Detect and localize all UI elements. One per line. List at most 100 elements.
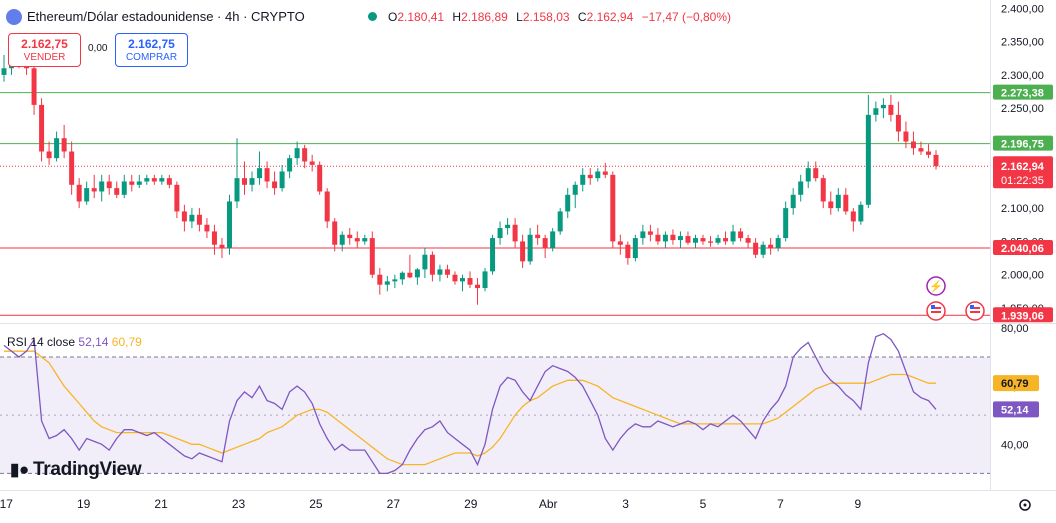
buy-button[interactable]: 2.162,75 COMPRAR — [115, 33, 188, 67]
sell-button[interactable]: 2.162,75 VENDER — [8, 33, 81, 67]
candle-body — [820, 178, 826, 202]
candle-body — [677, 236, 683, 241]
time-tick-label: 3 — [622, 497, 629, 511]
candle-body — [181, 211, 187, 222]
candle-body — [144, 178, 150, 182]
candle-body — [324, 191, 330, 222]
candle-body — [647, 231, 653, 235]
rsi-tick-label: 40,00 — [1001, 439, 1029, 451]
symbol-header: Ethereum/Dólar estadounidense · 4h · CRY… — [0, 0, 990, 34]
time-tick-label: 23 — [232, 497, 246, 511]
ohlc-close-key: C — [577, 10, 587, 24]
candle-body — [459, 278, 465, 282]
candle-body — [662, 234, 668, 242]
tradingview-logo[interactable]: ▮● TradingView — [10, 459, 142, 481]
candle-body — [700, 238, 706, 242]
candle-body — [918, 148, 924, 152]
candle-body — [31, 68, 37, 105]
candle-body — [136, 181, 142, 185]
candles — [1, 44, 939, 305]
candle-body — [858, 204, 864, 222]
time-tick-label: 9 — [854, 497, 861, 511]
candle-body — [302, 148, 308, 162]
candle-body — [738, 231, 744, 239]
rsi-legend-ma-value: 60,79 — [111, 335, 142, 349]
candle-body — [888, 104, 894, 115]
lightning-event-glyph: ⚡ — [929, 280, 943, 293]
candle-body — [151, 178, 157, 182]
candle-body — [347, 234, 353, 239]
flag-canton — [931, 305, 935, 309]
rsi-ma-value-label-bg — [993, 375, 1039, 392]
candle-body — [121, 181, 127, 195]
candle-body — [204, 224, 210, 232]
candle-body — [640, 231, 646, 239]
candle-body — [745, 238, 751, 243]
candle-body — [933, 154, 939, 167]
price-tick-label: 2.400,00 — [1001, 3, 1044, 15]
time-tick-label: 21 — [154, 497, 168, 511]
candle-body — [535, 234, 541, 239]
rsi-legend[interactable]: RSI 14 close 52,14 60,79 — [7, 335, 142, 349]
ohlc-close-value: 2.162,94 — [586, 10, 634, 24]
level-label-1: 2.196,75 — [1001, 139, 1044, 151]
ohlc-low-value: 2.158,03 — [522, 10, 570, 24]
candle-body — [805, 168, 811, 182]
candle-body — [580, 174, 586, 185]
ohlc-change: −17,47 (−0,80%) — [641, 10, 732, 24]
candle-body — [655, 234, 661, 242]
candle-body — [84, 188, 90, 202]
level-label-3-bg — [993, 307, 1053, 323]
candle-body — [527, 234, 533, 262]
current-price-label: 2.162,94 — [1001, 161, 1045, 173]
candle-body — [354, 238, 360, 242]
candle-body — [114, 188, 120, 195]
level-label-0: 2.273,38 — [1001, 88, 1044, 100]
flag-stripe — [970, 307, 980, 309]
candle-body — [497, 228, 503, 239]
candle-body — [467, 278, 473, 285]
flag-canton — [970, 305, 974, 309]
ohlc-open-value: 2.180,41 — [397, 10, 445, 24]
price-tick-label: 2.100,00 — [1001, 203, 1044, 215]
candle-body — [444, 269, 450, 275]
candle-body — [219, 244, 225, 249]
candle-body — [362, 238, 368, 242]
candle-body — [550, 231, 556, 249]
rsi-line — [3, 332, 937, 475]
candle-body — [422, 254, 428, 270]
candle-body — [572, 184, 578, 195]
candle-body — [768, 244, 774, 249]
candle-body — [557, 211, 563, 232]
candle-body — [407, 272, 413, 278]
candle-body — [211, 231, 217, 245]
candle-body — [873, 108, 879, 115]
rsi-ma-value-label: 60,79 — [1001, 378, 1029, 390]
candle-body — [520, 241, 526, 262]
candle-body — [685, 236, 691, 243]
candle-body — [91, 188, 97, 192]
candle-body — [234, 178, 240, 202]
candle-body — [54, 138, 60, 159]
rsi-value-label: 52,14 — [1001, 404, 1029, 416]
candle-body — [384, 281, 390, 285]
price-tick-label: 2.250,00 — [1001, 103, 1044, 115]
tradingview-logo-text: TradingView — [33, 459, 142, 480]
symbol-title[interactable]: Ethereum/Dólar estadounidense · 4h · CRY… — [27, 9, 305, 24]
candle-body — [828, 201, 834, 209]
candle-body — [835, 194, 841, 209]
candle-body — [880, 104, 886, 109]
candle-body — [46, 151, 52, 159]
candle-body — [903, 131, 909, 142]
candle-body — [129, 181, 135, 185]
ohlc-high-key: H — [452, 10, 462, 24]
ohlc-readout: O2.180,41 H2.186,89 L2.158,03 C2.162,94 … — [388, 10, 736, 24]
candle-body — [723, 238, 729, 242]
candle-body — [490, 238, 496, 272]
level-label-0-bg — [993, 84, 1053, 100]
candle-body — [625, 244, 631, 259]
candle-body — [753, 242, 759, 255]
level-label-2-bg — [993, 240, 1053, 256]
candle-body — [242, 178, 248, 185]
